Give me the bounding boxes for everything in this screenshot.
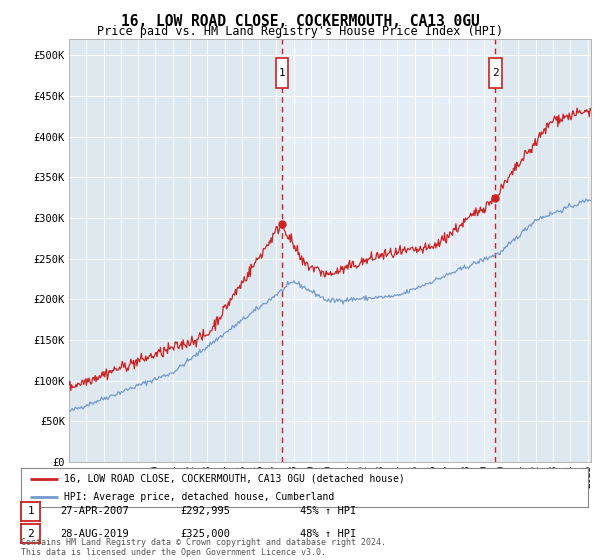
FancyBboxPatch shape bbox=[489, 58, 502, 88]
Text: Price paid vs. HM Land Registry's House Price Index (HPI): Price paid vs. HM Land Registry's House … bbox=[97, 25, 503, 38]
Text: 48% ↑ HPI: 48% ↑ HPI bbox=[300, 529, 356, 539]
Text: 2: 2 bbox=[492, 68, 499, 78]
Text: £325,000: £325,000 bbox=[180, 529, 230, 539]
Text: 16, LOW ROAD CLOSE, COCKERMOUTH, CA13 0GU (detached house): 16, LOW ROAD CLOSE, COCKERMOUTH, CA13 0G… bbox=[64, 474, 404, 484]
Text: 27-APR-2007: 27-APR-2007 bbox=[60, 506, 129, 516]
Text: 45% ↑ HPI: 45% ↑ HPI bbox=[300, 506, 356, 516]
Text: £292,995: £292,995 bbox=[180, 506, 230, 516]
FancyBboxPatch shape bbox=[275, 58, 288, 88]
Text: 1: 1 bbox=[278, 68, 286, 78]
Text: HPI: Average price, detached house, Cumberland: HPI: Average price, detached house, Cumb… bbox=[64, 492, 334, 502]
Text: 16, LOW ROAD CLOSE, COCKERMOUTH, CA13 0GU: 16, LOW ROAD CLOSE, COCKERMOUTH, CA13 0G… bbox=[121, 14, 479, 29]
Text: Contains HM Land Registry data © Crown copyright and database right 2024.
This d: Contains HM Land Registry data © Crown c… bbox=[21, 538, 386, 557]
Text: 28-AUG-2019: 28-AUG-2019 bbox=[60, 529, 129, 539]
Text: 2: 2 bbox=[27, 529, 34, 539]
Bar bbox=[282, 39, 495, 462]
Text: 1: 1 bbox=[27, 506, 34, 516]
